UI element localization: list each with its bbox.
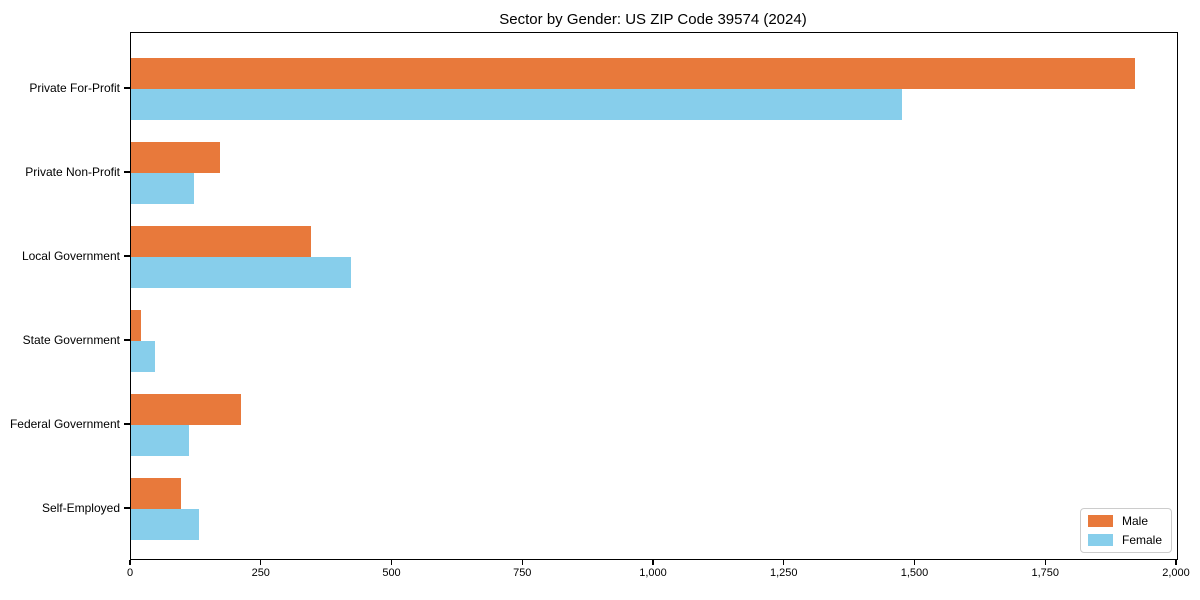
y-tick xyxy=(124,87,130,89)
legend-item-male: Male xyxy=(1087,514,1162,528)
x-tick-label: 1,750 xyxy=(1031,567,1060,579)
y-axis-label: Federal Government xyxy=(9,417,120,431)
y-axis-label: Local Government xyxy=(21,249,120,263)
bar-female-local-government xyxy=(131,257,351,288)
y-axis-label: State Government xyxy=(22,333,120,347)
bar-female-private-non-profit xyxy=(131,173,194,204)
y-axis-label: Private Non-Profit xyxy=(25,165,120,179)
x-tick xyxy=(390,559,393,565)
bar-male-self-employed xyxy=(131,478,181,509)
legend-item-female: Female xyxy=(1087,533,1162,547)
x-tick-label: 0 xyxy=(126,567,134,579)
y-tick xyxy=(124,339,130,341)
bar-female-federal-government xyxy=(131,425,189,456)
y-tick xyxy=(124,507,130,509)
x-tick-label: 1,250 xyxy=(769,567,798,579)
bar-female-state-government xyxy=(131,341,155,372)
plot-area: Male Female xyxy=(130,32,1178,560)
x-tick xyxy=(260,559,262,565)
x-tick xyxy=(1175,559,1177,565)
x-tick xyxy=(1044,559,1046,565)
bar-male-federal-government xyxy=(131,394,241,425)
y-axis-label: Private For-Profit xyxy=(29,81,120,95)
female-color-swatch xyxy=(1087,534,1113,546)
x-tick xyxy=(652,559,654,565)
y-tick xyxy=(124,255,130,257)
x-tick-label: 250 xyxy=(251,567,270,579)
legend: Male Female xyxy=(1079,508,1172,553)
bar-male-private-for-profit xyxy=(131,58,1136,89)
x-tick-label: 750 xyxy=(513,567,532,579)
male-color-swatch xyxy=(1087,515,1113,527)
x-tick xyxy=(913,559,916,565)
y-tick xyxy=(124,423,130,425)
y-tick xyxy=(124,171,130,173)
y-axis-label: Self-Employed xyxy=(41,501,120,515)
x-tick-label: 1,000 xyxy=(639,567,667,579)
x-tick xyxy=(783,559,785,565)
x-tick-label: 500 xyxy=(382,567,401,579)
bar-female-private-for-profit xyxy=(131,89,903,120)
legend-label-male: Male xyxy=(1121,514,1148,528)
bar-male-local-government xyxy=(131,226,312,257)
legend-label-female: Female xyxy=(1121,533,1162,547)
x-tick-label: 1,500 xyxy=(900,567,929,579)
x-tick xyxy=(521,559,523,565)
bar-male-state-government xyxy=(131,310,142,341)
bar-female-self-employed xyxy=(131,509,199,540)
x-tick xyxy=(129,559,131,565)
x-tick-label: 2,000 xyxy=(1162,567,1190,579)
bar-male-private-non-profit xyxy=(131,142,220,173)
chart-title: Sector by Gender: US ZIP Code 39574 (202… xyxy=(499,11,807,28)
